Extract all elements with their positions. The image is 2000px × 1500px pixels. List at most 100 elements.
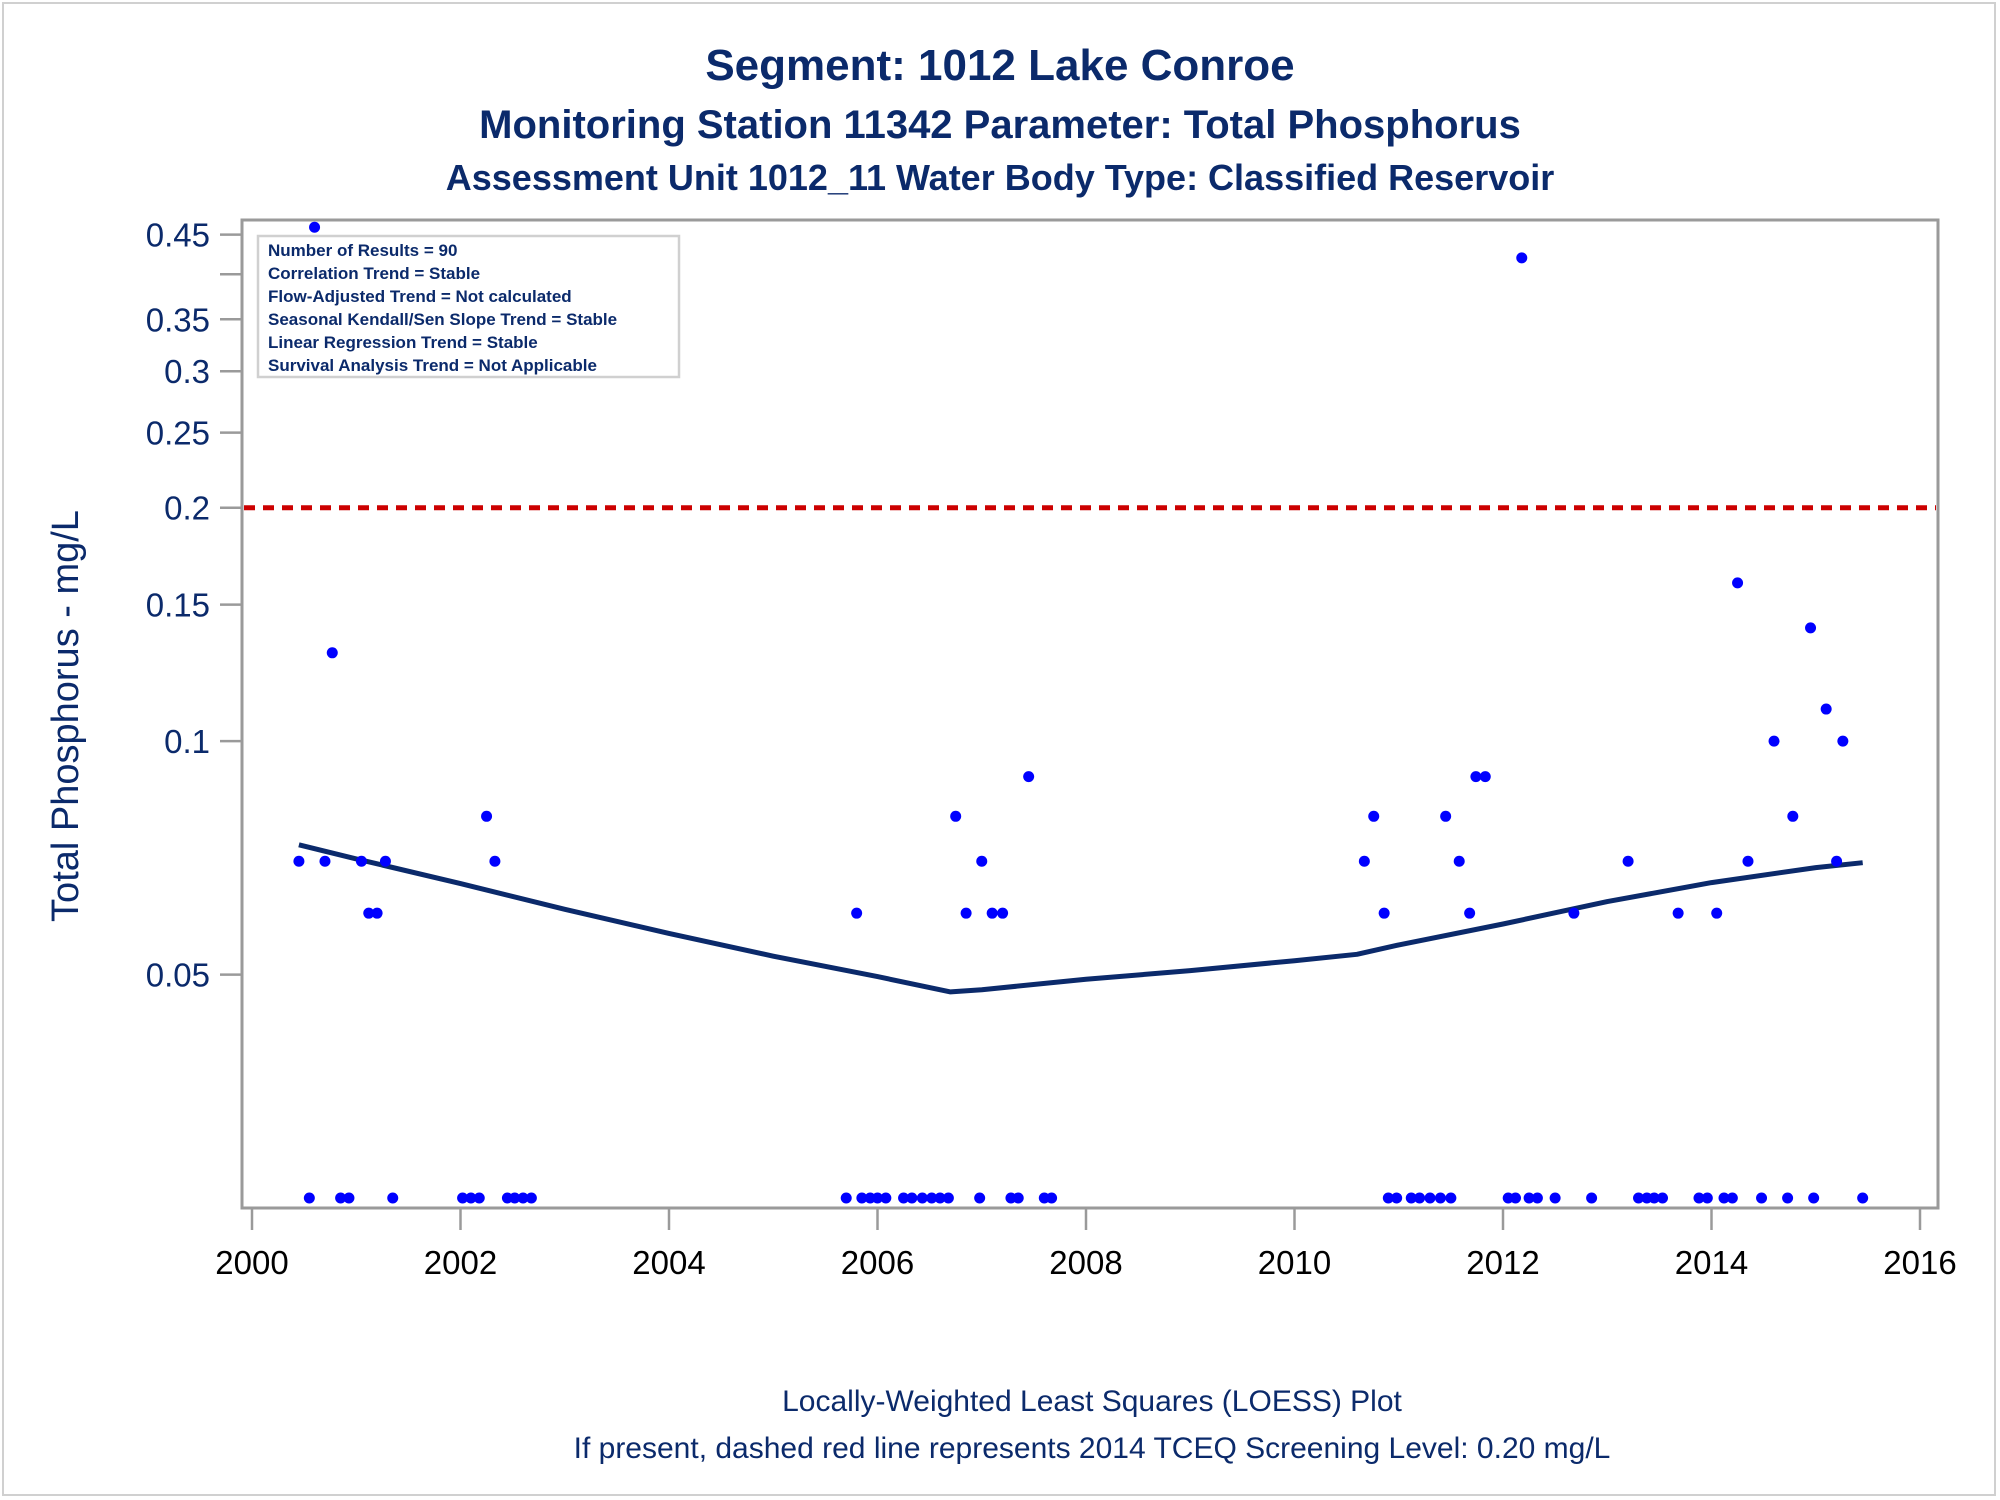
data-point-below-range xyxy=(1531,1192,1543,1204)
data-point xyxy=(355,855,367,867)
data-point-below-range xyxy=(1012,1192,1024,1204)
data-point xyxy=(489,855,501,867)
data-point-below-range xyxy=(525,1192,537,1204)
data-point-below-range xyxy=(473,1192,485,1204)
data-point xyxy=(309,221,321,233)
y-tick-label: 0.05 xyxy=(146,957,210,994)
y-axis: 0.05 0.1 0.15 0.2 0.25 0.3 0.35 0.45 xyxy=(146,217,242,994)
data-point xyxy=(293,855,305,867)
y-tick-label: 0.35 xyxy=(146,301,210,338)
y-tick-label: 0.2 xyxy=(164,490,210,527)
data-point-below-range xyxy=(898,1192,910,1204)
data-point xyxy=(319,855,331,867)
data-point-below-range xyxy=(335,1192,347,1204)
data-point xyxy=(960,907,972,919)
y-tick-label: 0.15 xyxy=(146,587,210,624)
data-point xyxy=(371,907,383,919)
data-point-below-range xyxy=(465,1192,477,1204)
data-point-below-range xyxy=(1808,1192,1820,1204)
data-point xyxy=(1440,810,1452,822)
x-tick-label: 2004 xyxy=(632,1244,705,1281)
y-axis-label: Total Phosphorus - mg/L xyxy=(45,510,87,922)
data-point-below-range xyxy=(387,1192,399,1204)
data-point xyxy=(379,855,391,867)
data-point xyxy=(1805,622,1817,634)
stats-legend-entry: Flow-Adjusted Trend = Not calculated xyxy=(268,287,572,306)
data-point xyxy=(1622,855,1634,867)
data-point-below-range xyxy=(343,1192,355,1204)
data-point-below-range xyxy=(1657,1192,1669,1204)
data-point-below-range xyxy=(1445,1192,1457,1204)
data-point-below-range xyxy=(1782,1192,1794,1204)
x-tick-label: 2000 xyxy=(215,1244,288,1281)
data-points xyxy=(293,221,1869,1204)
data-point-below-range xyxy=(942,1192,954,1204)
data-point-below-range xyxy=(906,1192,918,1204)
chart-subtitle-assessment: Assessment Unit 1012_11 Water Body Type:… xyxy=(446,157,1554,198)
y-tick-label: 0.25 xyxy=(146,415,210,452)
data-point-below-range xyxy=(1701,1192,1713,1204)
data-point-below-range xyxy=(872,1192,883,1204)
data-point-below-range xyxy=(1405,1192,1417,1204)
data-point-below-range xyxy=(1726,1192,1738,1204)
footnote-loess: Locally-Weighted Least Squares (LOESS) P… xyxy=(782,1385,1402,1418)
data-point-below-range xyxy=(303,1192,315,1204)
data-point xyxy=(1732,577,1744,589)
y-tick-label: 0.1 xyxy=(164,723,210,760)
data-point xyxy=(1378,907,1390,919)
x-tick-label: 2008 xyxy=(1049,1244,1122,1281)
data-point xyxy=(976,855,988,867)
data-point xyxy=(481,810,493,822)
data-point xyxy=(1831,855,1843,867)
stats-legend-entry: Number of Results = 90 xyxy=(268,241,457,260)
data-point-below-range xyxy=(840,1192,852,1204)
y-tick-label: 0.3 xyxy=(164,353,210,390)
data-point-below-range xyxy=(1633,1192,1645,1204)
data-point xyxy=(1479,771,1491,783)
data-point-below-range xyxy=(880,1192,892,1204)
x-axis: 2000 2002 2004 2006 2008 2010 2012 2014 2016 xyxy=(215,1208,1957,1281)
data-point xyxy=(1368,810,1380,822)
data-point xyxy=(326,647,338,659)
data-point-below-range xyxy=(1718,1192,1730,1204)
stats-legend: Number of Results = 90 Correlation Trend … xyxy=(256,234,681,379)
data-point-below-range xyxy=(1382,1192,1394,1204)
data-point-below-range xyxy=(1046,1192,1058,1204)
loess-layer xyxy=(298,842,1863,995)
data-point-below-range xyxy=(509,1192,521,1204)
data-point-below-range xyxy=(1857,1192,1869,1204)
data-point-below-range xyxy=(856,1192,868,1204)
data-point xyxy=(950,810,962,822)
chart-subtitle: Monitoring Station 11342 Parameter: Tota… xyxy=(479,103,1521,147)
data-point-below-range xyxy=(934,1192,946,1204)
x-tick-label: 2012 xyxy=(1466,1244,1539,1281)
data-point-below-range xyxy=(926,1192,938,1204)
chart-title: Segment: 1012 Lake Conroe xyxy=(705,41,1294,90)
data-point xyxy=(1820,703,1832,715)
data-point xyxy=(997,907,1009,919)
data-point-below-range xyxy=(1391,1192,1403,1204)
plot-border xyxy=(240,218,1940,1210)
x-tick-label: 2014 xyxy=(1675,1244,1748,1281)
data-point-below-range xyxy=(1510,1192,1522,1204)
data-point-below-range xyxy=(1414,1192,1426,1204)
data-point-below-range xyxy=(457,1192,469,1204)
stats-legend-entry: Survival Analysis Trend = Not Applicable xyxy=(268,356,597,375)
data-point xyxy=(1023,771,1035,783)
data-point xyxy=(1516,252,1528,264)
stats-legend-entry: Linear Regression Trend = Stable xyxy=(268,333,538,352)
data-point xyxy=(1358,855,1370,867)
data-point xyxy=(1672,907,1684,919)
data-point-below-range xyxy=(1549,1192,1561,1204)
loess-curve xyxy=(298,842,1863,995)
x-tick-label: 2006 xyxy=(841,1244,914,1281)
data-point xyxy=(1568,907,1580,919)
data-point-below-range xyxy=(1424,1192,1436,1204)
data-point xyxy=(1470,771,1482,783)
x-tick-label: 2010 xyxy=(1258,1244,1331,1281)
y-tick-label: 0.45 xyxy=(146,217,210,254)
data-point-below-range xyxy=(974,1192,986,1204)
stats-legend-box xyxy=(256,234,681,379)
